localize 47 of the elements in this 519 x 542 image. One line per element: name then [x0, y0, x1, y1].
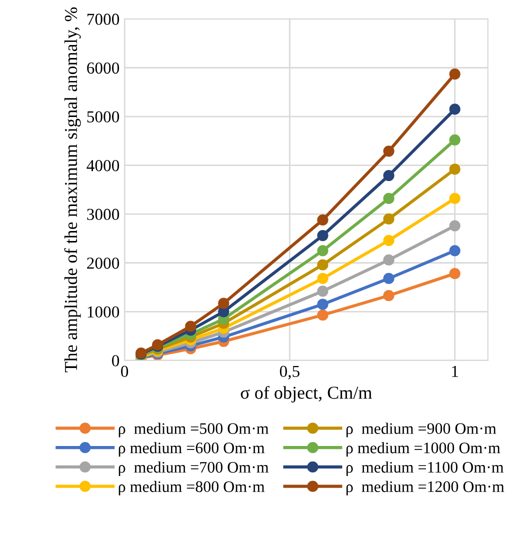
- y-tick-label: 6000: [87, 62, 120, 74]
- point: [317, 230, 328, 242]
- point: [383, 254, 394, 266]
- legend-label: ρ medium =900 Om·m: [346, 422, 496, 438]
- legend-label: ρ medium =1100 Om·m: [346, 461, 504, 476]
- point: [449, 68, 460, 80]
- point: [383, 272, 394, 284]
- point: [317, 259, 328, 270]
- point: [383, 213, 394, 225]
- point: [383, 234, 394, 246]
- point: [317, 214, 328, 226]
- y-tick-label: 5000: [87, 111, 120, 122]
- legend-label: ρ medium =700 Om·m: [118, 461, 269, 476]
- point: [218, 298, 230, 309]
- point: [383, 290, 394, 302]
- x-tick-label: 0: [121, 366, 128, 378]
- x-axis-title: σ of object, Cm/m: [240, 386, 372, 403]
- y-tick-label: 4000: [86, 160, 120, 172]
- point: [317, 286, 328, 297]
- x-tick-label: 1: [452, 366, 458, 377]
- legend-label: ρ medium =1200 Om·m: [346, 480, 504, 496]
- point: [317, 272, 328, 284]
- point: [449, 104, 460, 115]
- point: [317, 310, 328, 321]
- point: [449, 245, 460, 256]
- y-tick-label: 2000: [87, 258, 120, 269]
- point: [449, 192, 460, 204]
- point: [449, 134, 460, 146]
- y-tick-label: 3000: [87, 208, 120, 220]
- point: [383, 146, 394, 157]
- point: [383, 192, 394, 204]
- y-axis-title: The amplitude of the maximum signal anomaly, %: [64, 7, 81, 372]
- point: [317, 298, 328, 310]
- x-tick-label: 0,5: [280, 366, 300, 380]
- legend-label: ρ medium =600 Om·m: [118, 442, 265, 457]
- y-tick-label: 0: [112, 355, 120, 366]
- y-tick-label: 7000: [87, 14, 120, 25]
- y-tick-label: 1000: [88, 306, 120, 318]
- point: [449, 220, 460, 232]
- legend-label: ρ medium =500 Om·m: [118, 422, 269, 438]
- point: [449, 268, 460, 280]
- point: [449, 164, 460, 175]
- legend-label: ρ medium =1000 Om·m: [346, 442, 500, 457]
- point: [317, 245, 328, 256]
- legend-label: ρ medium =800 Om·m: [118, 480, 265, 496]
- point: [383, 170, 394, 182]
- point: [185, 320, 196, 332]
